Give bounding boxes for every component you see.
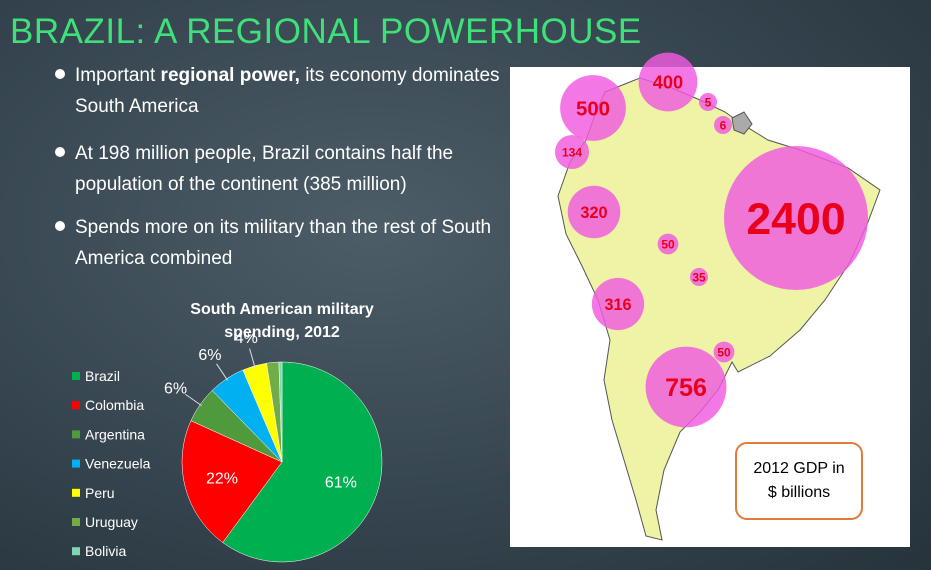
legend-swatch — [72, 459, 80, 468]
slide-title: BRAZIL: A REGIONAL POWERHOUSE — [10, 12, 642, 51]
legend-swatch — [72, 401, 80, 410]
bullet-text: Important — [75, 65, 161, 86]
gdp-label: 320 — [580, 204, 607, 222]
bullet-bold: regional power, — [160, 65, 300, 86]
gdp-bubble — [723, 145, 869, 291]
bullet-text: its economy dominates South America — [75, 65, 500, 117]
leader-line — [185, 393, 203, 407]
gdp-bubble — [690, 268, 708, 286]
gdp-label: 316 — [604, 296, 631, 314]
leader-line — [216, 363, 229, 381]
pie-slice — [278, 361, 283, 463]
gdp-label: 2400 — [746, 195, 845, 244]
bullet: At 198 million people, Brazil contains h… — [55, 138, 500, 200]
gdp-label: 134 — [562, 145, 582, 159]
legend-label: Venezuela — [85, 456, 151, 472]
legend-label: Argentina — [85, 426, 145, 442]
legend-label: Colombia — [85, 397, 144, 413]
data-label: 61% — [325, 474, 357, 491]
legend-swatch — [72, 488, 80, 497]
legend-swatch — [72, 547, 80, 556]
data-label: 22% — [206, 471, 238, 488]
gdp-label: 50 — [661, 237, 675, 251]
gdp-bubble — [657, 233, 679, 255]
bullet: Important regional power, its economy do… — [55, 60, 500, 122]
gdp-bubble — [567, 185, 621, 239]
leader-line — [249, 348, 256, 368]
pie-slice — [222, 361, 383, 563]
gdp-bubble — [699, 93, 717, 111]
gdp-bubble — [554, 134, 590, 170]
legend-swatch — [72, 430, 80, 439]
pie-slice — [181, 420, 283, 543]
gdp-label: 756 — [665, 374, 707, 402]
legend-label: Peru — [85, 485, 115, 501]
bullet-text: Spends more on its military than the res… — [75, 217, 492, 269]
gdp-bubble — [645, 346, 727, 428]
gdp-label: 50 — [717, 345, 731, 359]
gdp-bubble — [591, 277, 645, 331]
gdp-bubble — [560, 75, 626, 141]
data-label: 6% — [164, 380, 187, 397]
gdp-label: 400 — [653, 73, 683, 93]
data-label: 4% — [235, 330, 258, 347]
gdp-label: 500 — [576, 98, 610, 120]
gdp-bubble — [638, 52, 698, 112]
legend-swatch — [72, 518, 80, 526]
bullet: Spends more on its military than the res… — [55, 212, 500, 274]
legend-label: Uruguay — [85, 514, 138, 530]
gdp-label: 6 — [720, 118, 727, 132]
gdp-label: 5 — [705, 95, 712, 109]
french-guiana — [731, 111, 753, 135]
map-legend: 2012 GDP in $ billions — [735, 442, 863, 520]
legend-swatch — [72, 372, 80, 380]
legend-label: Brazil — [85, 368, 120, 384]
chart-title: South American military spending, 2012 — [190, 301, 374, 341]
gdp-bubble — [713, 341, 735, 363]
legend-label: Bolivia — [85, 543, 126, 559]
data-label: 6% — [198, 347, 221, 364]
gdp-label: 35 — [692, 270, 706, 284]
gdp-bubble — [714, 116, 732, 134]
bullet-text: At 198 million people, Brazil contains h… — [75, 143, 454, 195]
